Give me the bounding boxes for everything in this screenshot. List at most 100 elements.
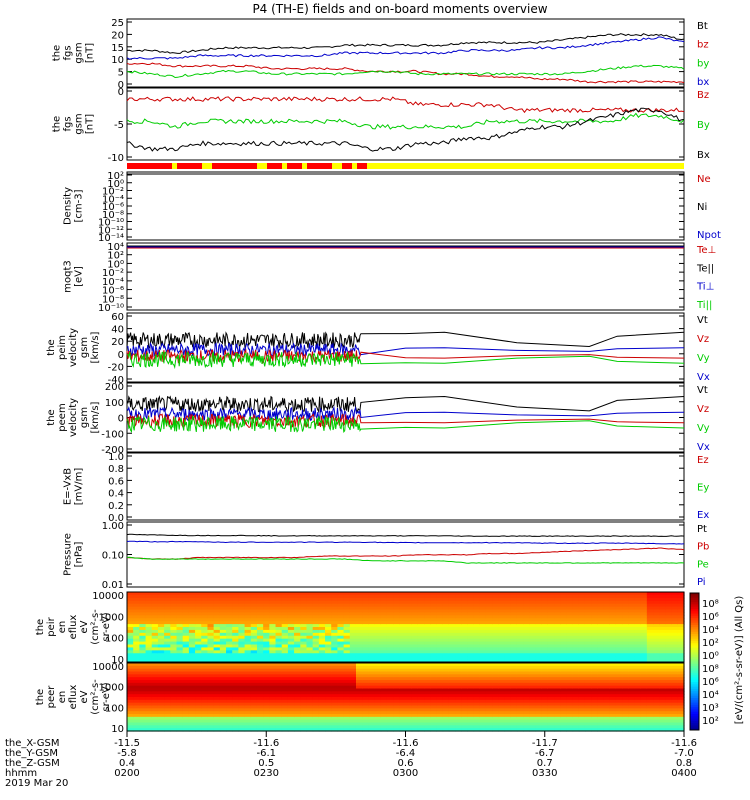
spectrogram-cell: [244, 609, 252, 614]
spectrogram-cell: [560, 705, 568, 709]
spectrogram-cell: [529, 697, 537, 701]
spectrogram-cell: [671, 621, 679, 625]
spectrogram-cell: [541, 597, 549, 602]
spectrogram-cell: [145, 606, 153, 611]
spectrogram-cell: [207, 624, 215, 628]
spectrogram-cell: [157, 592, 165, 596]
spectrogram-cell: [337, 677, 345, 681]
spectrogram-cell: [127, 725, 134, 729]
spectrogram-cell: [294, 618, 301, 622]
spectrogram-cell: [355, 621, 363, 625]
spectrogram-cell: [331, 722, 339, 726]
spectrogram-cell: [151, 674, 159, 678]
spectrogram-cell: [498, 627, 506, 631]
spectrogram-cell: [504, 627, 512, 631]
spectrogram-cell: [529, 705, 537, 709]
y-tick-label: 60: [111, 312, 124, 323]
spectrogram-cell: [300, 697, 308, 701]
spectrogram-cell: [306, 714, 314, 718]
spectrogram-cell: [622, 705, 629, 709]
spectrogram-cell: [615, 641, 623, 646]
spectrogram-cell: [139, 629, 147, 634]
spectrogram-cell: [275, 650, 283, 654]
spectrogram-cell: [151, 708, 159, 712]
spectrogram-cell: [547, 647, 555, 651]
spectrogram-cell: [485, 688, 493, 692]
spectrogram-cell: [485, 699, 493, 704]
spectrogram-cell: [615, 682, 623, 687]
spectrogram-cell: [386, 627, 394, 631]
spectrogram-cell: [312, 615, 320, 619]
spectrogram-cell: [349, 635, 357, 640]
spectrogram-cell: [176, 629, 184, 634]
spectrogram-cell: [337, 624, 345, 628]
spectrogram-cell: [250, 609, 258, 614]
spectrogram-cell: [269, 600, 277, 605]
spectrogram-cell: [170, 659, 178, 663]
spectrogram-cell: [498, 665, 506, 670]
spectrogram-cell: [541, 624, 549, 628]
spectrogram-cell: [312, 685, 320, 690]
spectrogram-cell: [374, 606, 382, 611]
spectrogram-cell: [250, 618, 258, 622]
spectrogram-cell: [455, 694, 462, 698]
spectrogram-cell: [417, 638, 425, 643]
spectrogram-cell: [597, 680, 605, 684]
spectrogram-cell: [424, 644, 431, 649]
spectrogram-cell: [455, 719, 462, 724]
spectrogram-cell: [498, 682, 506, 687]
spectrogram-cell: [256, 680, 264, 684]
spectrogram-cell: [622, 714, 629, 718]
spectrogram-cell: [368, 650, 376, 654]
spectrogram-cell: [139, 688, 147, 692]
spectrogram-cell: [554, 716, 561, 721]
spectrogram-cell: [164, 597, 171, 602]
spectrogram-cell: [554, 641, 561, 646]
spectrogram-cell: [504, 609, 512, 614]
spectrogram-cell: [232, 618, 239, 622]
spectrogram-cell: [597, 627, 605, 631]
spectrogram-cell: [207, 702, 215, 707]
spectrogram-cell: [442, 659, 450, 663]
colorbar-cell: [690, 602, 699, 605]
spectrogram-cell: [133, 680, 140, 684]
spectrogram-cell: [405, 719, 413, 724]
spectrogram-cell: [448, 618, 456, 622]
spectrogram-cell: [201, 697, 209, 701]
spectrogram-cell: [133, 627, 140, 631]
spectrogram-cell: [473, 638, 481, 643]
spectrogram-cell: [188, 677, 196, 681]
spectrogram-cell: [256, 644, 264, 649]
spectrogram-cell: [640, 594, 648, 599]
spectrogram-cell: [448, 663, 456, 667]
spectrogram-cell: [473, 702, 481, 707]
spectrogram-cell: [547, 656, 555, 660]
spectrogram-cell: [331, 606, 339, 611]
spectrogram-cell: [368, 711, 376, 715]
spectrogram-cell: [133, 592, 140, 596]
spectrogram-cell: [479, 663, 487, 667]
spectrogram-cell: [306, 621, 314, 625]
spectrogram-cell: [312, 621, 320, 625]
colorbar-frame: [689, 592, 700, 731]
spectrogram-cell: [256, 705, 264, 709]
spectrogram-cell: [591, 603, 598, 608]
spectrogram-cell: [256, 682, 264, 687]
spectrogram-cell: [523, 653, 530, 657]
spectrogram-cell: [591, 722, 598, 726]
y-tick-label: 20: [111, 30, 124, 41]
spectrogram-cell: [343, 711, 351, 715]
spectrogram-cell: [566, 665, 574, 670]
spectrogram-cell: [201, 682, 209, 687]
spectrogram-cell: [275, 680, 283, 684]
spectrogram-cell: [578, 659, 586, 663]
spectrogram-cell: [318, 618, 326, 622]
spectrogram-cell: [609, 725, 617, 729]
spectrogram-cell: [294, 722, 301, 726]
colorbar-cell: [690, 714, 699, 717]
spectrogram-cell: [634, 659, 642, 663]
spectrogram-cell: [374, 594, 382, 599]
spectrogram-cell: [337, 682, 345, 687]
spectrogram-cell: [386, 624, 394, 628]
spectrogram-cell: [207, 647, 215, 651]
